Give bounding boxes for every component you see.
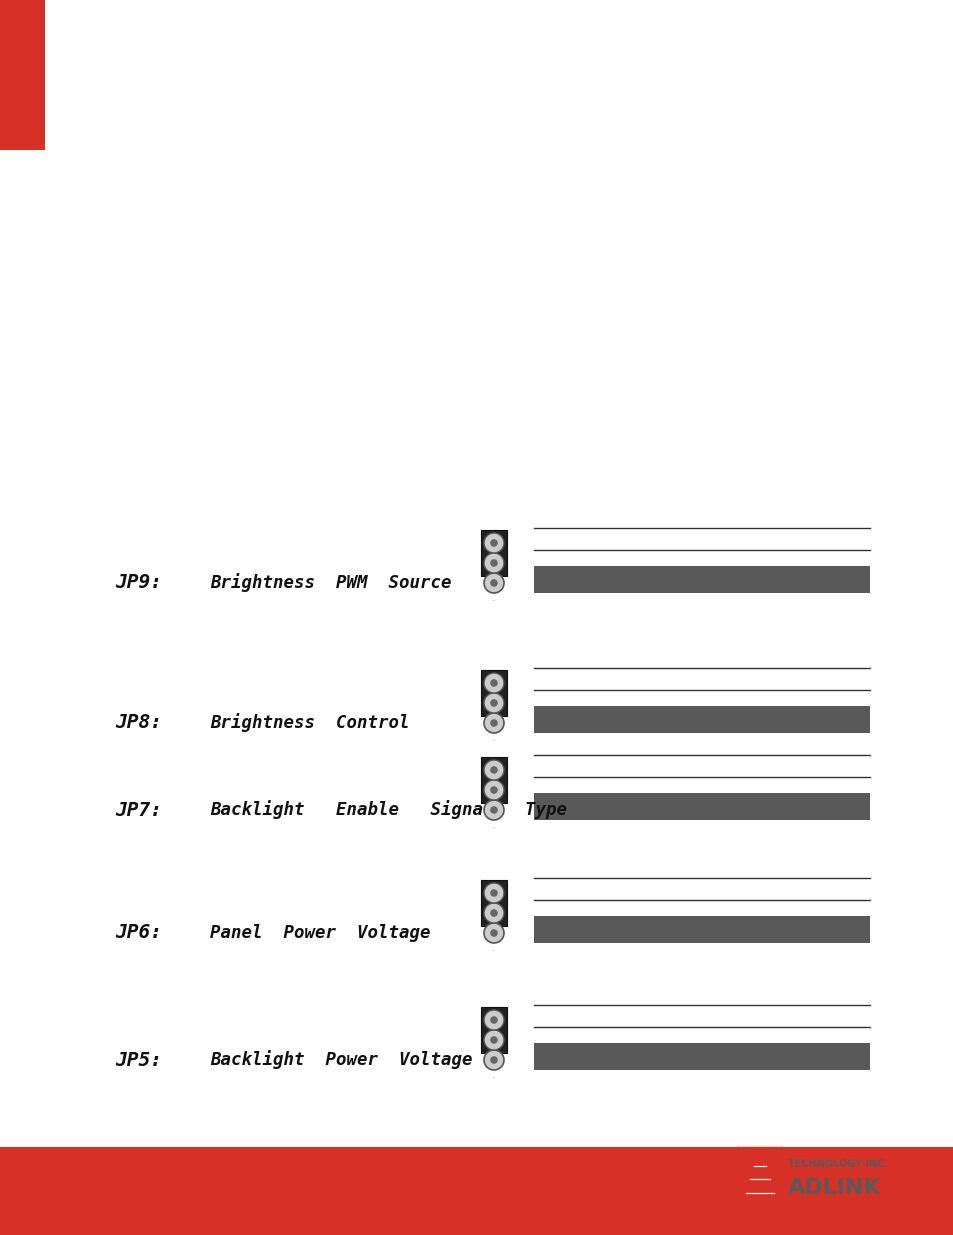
Circle shape: [483, 923, 503, 944]
Circle shape: [483, 573, 503, 593]
Text: ADLINK: ADLINK: [787, 1178, 881, 1198]
Circle shape: [483, 883, 503, 903]
Text: .: .: [492, 944, 496, 953]
Circle shape: [490, 787, 497, 794]
Circle shape: [490, 1016, 497, 1024]
Bar: [534, 566, 869, 593]
Circle shape: [490, 579, 497, 587]
Text: JP7:: JP7:: [115, 800, 162, 820]
Bar: [534, 1044, 869, 1070]
Circle shape: [490, 540, 497, 547]
Bar: [534, 706, 869, 734]
Bar: [480, 671, 506, 716]
Bar: [480, 1007, 506, 1053]
Text: JP6:: JP6:: [115, 924, 162, 942]
Bar: [0, 1147, 953, 1235]
Text: JP9:: JP9:: [115, 573, 162, 593]
Circle shape: [483, 903, 503, 923]
Circle shape: [483, 553, 503, 573]
Text: Backlight   Enable   Signal   Type: Backlight Enable Signal Type: [210, 800, 566, 820]
Text: JP5:: JP5:: [115, 1051, 162, 1070]
Text: JP8:: JP8:: [115, 714, 162, 732]
Text: Backlight  Power  Voltage: Backlight Power Voltage: [210, 1051, 472, 1070]
Circle shape: [483, 781, 503, 800]
Text: TECHNOLOGY INC.: TECHNOLOGY INC.: [787, 1158, 887, 1168]
Text: Panel  Power  Voltage: Panel Power Voltage: [210, 924, 430, 942]
Text: Brightness  Control: Brightness Control: [210, 714, 409, 732]
Circle shape: [490, 929, 497, 937]
Circle shape: [490, 559, 497, 567]
Circle shape: [483, 673, 503, 693]
Bar: [480, 530, 506, 576]
Circle shape: [483, 760, 503, 781]
Circle shape: [490, 1056, 497, 1063]
Polygon shape: [737, 1147, 781, 1213]
Text: Brightness  PWM  Source: Brightness PWM Source: [210, 573, 451, 593]
Circle shape: [490, 889, 497, 897]
Circle shape: [490, 1036, 497, 1044]
Circle shape: [483, 534, 503, 553]
Circle shape: [483, 1030, 503, 1050]
Bar: [534, 793, 869, 820]
Circle shape: [490, 766, 497, 774]
Circle shape: [483, 713, 503, 734]
Bar: [480, 757, 506, 803]
Circle shape: [483, 1010, 503, 1030]
Text: .: .: [492, 820, 496, 830]
Circle shape: [483, 1050, 503, 1070]
Bar: [534, 916, 869, 944]
Circle shape: [483, 693, 503, 713]
Circle shape: [490, 719, 497, 727]
Text: .: .: [492, 734, 496, 743]
Bar: [480, 881, 506, 926]
Circle shape: [490, 806, 497, 814]
Text: .: .: [492, 593, 496, 603]
Circle shape: [490, 909, 497, 916]
Bar: [0, 0, 45, 149]
Circle shape: [490, 699, 497, 706]
Text: .: .: [492, 1070, 496, 1079]
Circle shape: [490, 679, 497, 687]
Circle shape: [483, 800, 503, 820]
